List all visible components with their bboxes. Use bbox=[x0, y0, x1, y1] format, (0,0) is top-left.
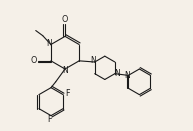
Text: N: N bbox=[90, 56, 96, 65]
Text: N: N bbox=[62, 66, 68, 75]
Text: N: N bbox=[124, 71, 130, 80]
Text: O: O bbox=[31, 56, 37, 65]
Text: F: F bbox=[47, 115, 51, 124]
Text: F: F bbox=[65, 89, 70, 98]
Text: O: O bbox=[62, 15, 68, 24]
Text: N: N bbox=[114, 69, 120, 78]
Text: N: N bbox=[46, 39, 52, 48]
